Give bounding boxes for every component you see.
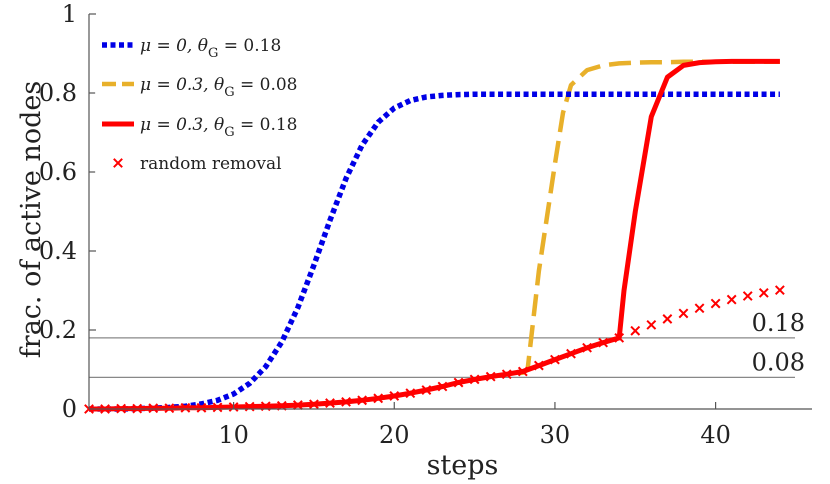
x-axis-title: steps [427, 450, 499, 481]
data-point-marker [678, 308, 689, 319]
y-tick-label: 0.6 [39, 158, 77, 186]
y-tick-label: 0.4 [39, 237, 77, 265]
legend-label: random removal [140, 154, 282, 174]
series-line-orange-dashed [89, 59, 780, 412]
series-line-red-solid [89, 58, 780, 412]
legend-item: random removal [113, 154, 282, 174]
x-tick-label: 40 [700, 421, 731, 449]
series-line-blue-dotted [89, 91, 780, 412]
x-tick-label: 30 [540, 421, 571, 449]
legend-background [95, 28, 330, 180]
y-tick-label: 1 [62, 0, 77, 28]
data-point-marker [726, 294, 737, 305]
x-tick-label: 10 [218, 421, 249, 449]
data-point-marker [758, 287, 769, 298]
legend-label: μ = 0.3, θG = 0.18 [140, 115, 298, 140]
data-point-marker [774, 285, 785, 296]
y-tick-label: 0.8 [39, 79, 77, 107]
data-point-marker [630, 325, 641, 336]
legend-label: μ = 0.3, θG = 0.08 [140, 75, 298, 100]
random-removal-markers [84, 285, 785, 414]
data-point-marker [646, 319, 657, 330]
data-point-marker [710, 298, 721, 309]
x-tick-label: 20 [379, 421, 410, 449]
data-point-marker [694, 303, 705, 314]
legend-marker [113, 158, 123, 168]
legend-item: μ = 0.3, θG = 0.08 [102, 75, 298, 100]
legend-item: μ = 0.3, θG = 0.18 [102, 115, 298, 140]
legend: μ = 0, θG = 0.18 μ = 0.3, θG = 0.08 μ = 0.… [95, 28, 330, 180]
data-point-marker [662, 314, 673, 324]
legend-item: μ = 0, θG = 0.18 [102, 36, 281, 61]
reference-line-label: 0.08 [752, 348, 805, 376]
data-point-marker [742, 291, 753, 301]
reference-line-label: 0.18 [752, 309, 805, 337]
axes [88, 14, 812, 410]
tick-marks: 0 0.2 0.4 0.6 0.8 1 10 20 30 40 [39, 0, 731, 449]
y-axis-title: frac. of active nodes [16, 81, 47, 358]
y-tick-label: 0 [62, 395, 77, 423]
y-tick-label: 0.2 [39, 316, 77, 344]
legend-label: μ = 0, θG = 0.18 [140, 36, 281, 61]
